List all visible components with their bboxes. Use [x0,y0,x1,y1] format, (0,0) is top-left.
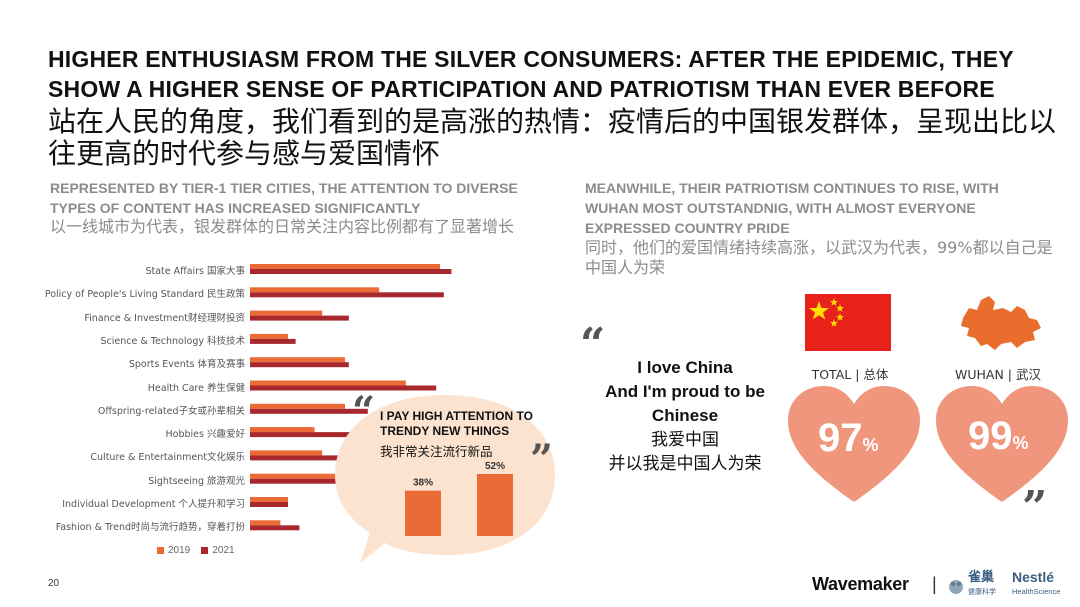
legend-swatch-2021 [201,546,209,554]
right-subtitle-en: MEANWHILE, THEIR PATRIOTISM CONTINUES TO… [585,180,999,236]
bar-2021 [250,292,444,298]
bar-2021 [250,362,349,368]
bar-2021 [250,338,296,344]
wuhan-value: 99% [968,414,1029,459]
bar-2021 [250,525,300,531]
bar-2021 [250,269,452,274]
category-label: Individual Development 个人提升和学习 [62,499,245,510]
page-title-en: HIGHER ENTHUSIASM FROM THE SILVER CONSUM… [48,46,1014,102]
right-subtitle-cn: 同时，他们的爱国情绪持续高涨，以武汉为代表，99%都以自己是中国人为荣 [585,238,1053,277]
bar-2019 [250,287,380,293]
nestle-cn-sub: 健康科学 [968,588,996,596]
china-flag-icon [805,294,891,351]
bar-2019 [250,473,345,479]
callout-text-en-2: TRENDY NEW THINGS [380,424,510,438]
bar-2019 [250,310,323,316]
left-subtitle-en: REPRESENTED BY TIER-1 TIER CITIES, THE A… [50,180,518,216]
quote-text-cn: 我爱中国 并以我是中国人为荣 [585,428,785,476]
bar-2021 [250,408,368,414]
nestle-en-logo: Nestlé HealthScience [1012,569,1061,597]
chart-legend: 2019 2021 [157,545,235,556]
wuhan-value-number: 99 [968,414,1013,458]
callout-text-en-1: I PAY HIGH ATTENTION TO [380,409,533,423]
nestle-en-sub: HealthScience [1012,587,1061,596]
bar-2021 [250,502,288,507]
category-label: Sightseeing 旅游观光 [148,475,245,487]
category-label: Offspring-related子女或孙辈相关 [97,405,245,417]
nestle-cn-name: 雀巢 [968,570,995,585]
callout-text-en: I PAY HIGH ATTENTION TO TRENDY NEW THING… [380,409,533,439]
quote-open-mark: “ [580,319,606,370]
category-label: Health Care 养生保健 [147,382,245,394]
legend-label-2019: 2019 [168,545,191,556]
quote-line-1: I love China [637,358,733,377]
category-label: Science & Technology 科技技术 [100,335,245,347]
category-label: Hobbies 兴趣爱好 [165,429,245,441]
bar-2019 [250,427,315,433]
total-value-pct: % [862,435,879,455]
callout-text-cn: 我非常关注流行新品 [380,444,493,459]
bar-2019 [250,403,345,409]
total-label: TOTAL | 总体 [811,367,889,382]
quote-close-mark: ” [1022,482,1048,533]
callout-bar [477,474,513,536]
total-value: 97% [818,416,879,461]
bar-2021 [250,315,349,321]
legend-item-2019: 2019 [157,545,190,556]
nestle-nest-icon [946,576,966,596]
category-label: Policy of People's Living Standard 民生政策 [44,289,245,301]
quote-text-en: I love China And I'm proud to be Chinese [585,356,785,428]
bar-2021 [250,385,437,391]
bar-2019 [250,264,440,269]
page-number: 20 [48,578,60,589]
wavemaker-logo: Wavemaker [812,574,909,594]
nestle-cn-logo: 雀巢 健康科学 [968,570,996,598]
quote-line-3: Chinese [651,406,719,425]
heart-wuhan-icon [936,386,1068,502]
bar-2019 [250,497,288,502]
hubei-map-icon [961,296,1041,350]
category-label: Culture & Entertainment文化娱乐 [90,452,245,464]
bar-2021 [250,455,380,461]
wuhan-label: WUHAN | 武汉 [955,367,1041,382]
bar-2021 [250,432,364,438]
left-subtitle-cn: 以一线城市为代表，银发群体的日常关注内容比例都有了显著增长 [50,217,515,236]
category-labels: State Affairs 国家大事 Policy of People's Liv… [30,258,245,540]
callout-bar-label: 38% [413,478,433,489]
quote-cn-line-2: 并以我是中国人为荣 [608,454,762,474]
category-label: Finance & Investment财经理财投资 [84,312,245,324]
bar-2019 [250,380,406,386]
category-label: Fashion & Trend时尚与流行趋势，穿着打扮 [55,522,245,534]
callout-close-quote: ” [530,436,554,483]
category-label: Sports Events 体育及赛事 [128,359,245,371]
legend-label-2021: 2021 [212,545,235,556]
total-value-number: 97 [818,416,863,460]
quote-cn-line-1: 我爱中国 [651,430,719,450]
bar-2019 [250,357,345,363]
heart-total-icon [788,386,920,502]
callout-mini-chart: 38% 52% [405,461,513,536]
category-label: State Affairs 国家大事 [145,266,245,277]
footer-separator: | [932,574,937,594]
quote-line-2: And I'm proud to be [605,382,765,401]
legend-swatch-2019 [157,546,164,554]
legend-item-2021: 2021 [201,545,235,556]
nestle-en-name: Nestlé [1012,569,1055,585]
bar-2019 [250,450,323,456]
bar-2019 [250,520,281,526]
bar-2019 [250,333,288,339]
page-title-cn: 站在人民的角度，我们看到的是高涨的热情：疫情后的中国银发群体，呈现出比以往更高的… [48,105,1057,170]
callout-open-quote: “ [352,388,376,435]
callout-bar [405,490,441,536]
callout-bar-label: 52% [485,461,505,472]
wuhan-value-pct: % [1012,433,1029,453]
